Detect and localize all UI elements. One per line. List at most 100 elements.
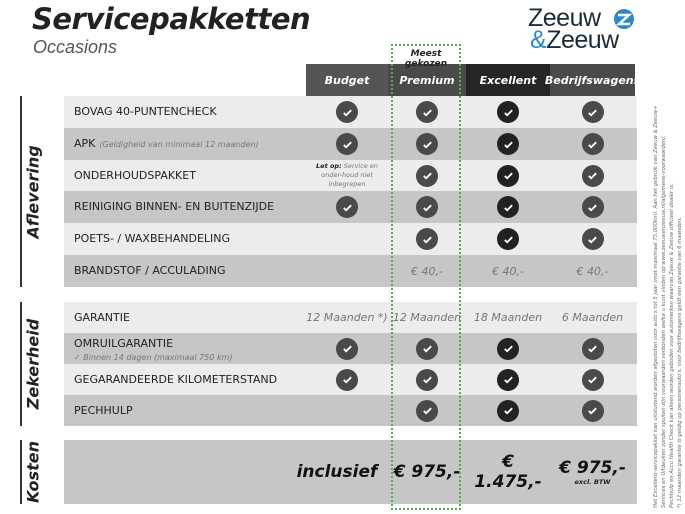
check-icon xyxy=(588,204,597,212)
cost-row: inclusief € 975,- € 1.475,- € 975,- excl. BT… xyxy=(64,440,637,504)
cell-excellent xyxy=(466,128,550,160)
check-icon xyxy=(503,141,513,149)
column-header-excellent: Excellent xyxy=(466,64,550,96)
cell-excellent xyxy=(466,223,550,255)
cell-premium xyxy=(388,191,466,223)
included-check xyxy=(336,101,358,123)
row-label: POETS- / WAXBEHANDELING xyxy=(74,232,231,245)
included-check xyxy=(497,164,519,187)
price-excellent: € 1.475,- xyxy=(474,452,542,492)
price-note: excl. BTW xyxy=(574,478,611,486)
table-row: POETS- / WAXBEHANDELING xyxy=(64,223,637,255)
check-icon xyxy=(342,376,352,384)
cell-value: € 40,- xyxy=(492,264,524,278)
row-label: APK (Geldigheid van minimaal 12 maanden) xyxy=(74,137,259,150)
cell-budget xyxy=(306,223,388,255)
cell-bedrijfswagens xyxy=(550,395,635,426)
cell-budget xyxy=(306,333,388,364)
included-check xyxy=(497,101,519,123)
check-icon xyxy=(588,109,597,117)
included-check xyxy=(581,196,604,218)
check-icon xyxy=(342,204,352,212)
included-check xyxy=(581,101,604,123)
cell-excellent xyxy=(466,364,550,395)
row-label: REINIGING BINNEN- EN BUITENZIJDE xyxy=(74,200,275,213)
cell-budget xyxy=(306,128,388,160)
section-title: Zekerheid xyxy=(23,318,43,410)
check-icon xyxy=(422,407,432,415)
row-subnote: ✓ Binnen 14 dagen (maximaal 750 km) xyxy=(74,353,233,362)
section-title: Kosten xyxy=(23,441,43,503)
table-row: BOVAG 40-PUNTENCHECK xyxy=(64,96,637,128)
included-check xyxy=(497,399,519,422)
price-budget: inclusief xyxy=(296,462,378,482)
check-icon xyxy=(503,204,513,212)
row-label: BRANDSTOF / ACCULADING xyxy=(74,264,226,277)
check-icon xyxy=(588,345,597,353)
check-icon xyxy=(422,141,432,149)
cell-bedrijfswagens: € 40,- xyxy=(550,255,635,287)
logo-swoosh-icon xyxy=(614,9,634,29)
cell-bedrijfswagens xyxy=(550,160,635,191)
cell-excellent xyxy=(466,333,550,364)
page-subtitle: Occasions xyxy=(33,37,118,57)
table-row: PECHHULP xyxy=(64,395,637,426)
footnote: Services en Uitdeuken zonder spuiten zij… xyxy=(661,135,667,508)
included-check xyxy=(416,133,438,155)
included-check xyxy=(581,337,604,360)
cell-budget xyxy=(306,364,388,395)
included-check xyxy=(416,101,438,123)
cell-budget: 12 Maanden *) xyxy=(306,302,388,333)
included-check xyxy=(416,399,438,422)
included-check xyxy=(497,228,519,250)
cell-budget xyxy=(306,395,388,426)
table-row: OMRUILGARANTIE ✓ Binnen 14 dagen (maximaa… xyxy=(64,333,637,364)
check-icon xyxy=(588,172,597,180)
logo-line1: Zeeuw xyxy=(528,4,601,32)
table-row: BRANDSTOF / ACCULADING € 40,- € 40,- € 40,- xyxy=(64,255,637,287)
cell-premium xyxy=(388,333,466,364)
cell-premium xyxy=(388,364,466,395)
cell-excellent xyxy=(466,395,550,426)
check-icon xyxy=(503,407,513,415)
cell-budget xyxy=(306,96,388,128)
cell-excellent xyxy=(466,160,550,191)
included-check xyxy=(581,228,604,250)
section-label-zekerheid: Zekerheid xyxy=(20,302,50,426)
included-check xyxy=(416,368,438,391)
check-icon xyxy=(503,376,513,384)
included-check xyxy=(416,337,438,360)
cell-excellent xyxy=(466,96,550,128)
cell-value: 12 Maanden *) xyxy=(306,311,388,324)
page-title: Servicepakketten xyxy=(32,2,311,36)
cell-premium xyxy=(388,223,466,255)
cell-premium: € 40,- xyxy=(388,255,466,287)
check-icon xyxy=(422,109,432,117)
check-icon xyxy=(503,345,513,353)
footnote: Pechhulp en Accu Health Check kan alleen… xyxy=(669,183,675,508)
cell-excellent: € 40,- xyxy=(466,255,550,287)
cell-value: 12 Maanden xyxy=(392,311,462,324)
footnotes: Het Excellent-servicepakket kan uitsluit… xyxy=(652,80,684,508)
notice: Let op: Service en onder-houd niet inbeg… xyxy=(316,162,378,188)
price-premium: € 975,- xyxy=(393,462,461,482)
table-row: ONDERHOUDSPAKKET Let op: Service en onder… xyxy=(64,160,637,191)
cell-bedrijfswagens xyxy=(550,96,635,128)
table-row: GEGARANDEERDE KILOMETERSTAND xyxy=(64,364,637,395)
price-bedrijfswagens: € 975,- excl. BTW xyxy=(559,458,626,486)
check-icon xyxy=(342,141,352,149)
row-label: PECHHULP xyxy=(74,403,133,417)
cell-budget xyxy=(306,255,388,287)
included-check xyxy=(336,133,358,155)
included-check xyxy=(497,368,519,391)
footnote: Het Excellent-servicepakket kan uitsluit… xyxy=(653,105,659,508)
included-check xyxy=(581,399,604,422)
table-row: APK (Geldigheid van minimaal 12 maanden) xyxy=(64,128,637,160)
section-label-aflevering: Aflevering xyxy=(20,96,50,287)
cell-premium: 12 Maanden xyxy=(388,302,466,333)
row-note: (Geldigheid van minimaal 12 maanden) xyxy=(99,140,259,149)
zeeuw-zeeuw-logo: Zeeuw &Zeeuw xyxy=(528,4,638,54)
cell-bedrijfswagens xyxy=(550,128,635,160)
check-icon xyxy=(588,407,597,415)
check-icon xyxy=(422,204,432,212)
